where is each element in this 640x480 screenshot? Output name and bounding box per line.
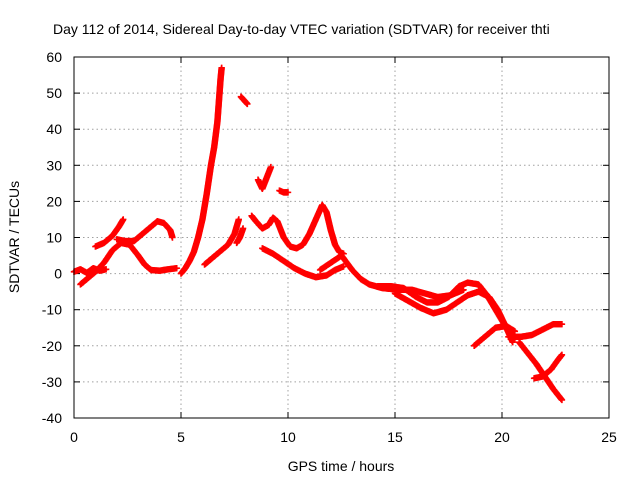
x-tick-label: 25 [601, 429, 617, 445]
series-arc-12 [259, 245, 347, 281]
x-tick-label: 5 [177, 429, 185, 445]
series-arc-16 [470, 322, 519, 349]
x-tick-label: 15 [387, 429, 403, 445]
y-axis-label: SDTVAR / TECUs [6, 181, 22, 293]
data-layer [70, 64, 566, 404]
y-tick-label: 50 [46, 85, 62, 101]
data-point [511, 328, 519, 335]
y-tick-label: -20 [42, 338, 62, 354]
plot-frame [73, 56, 610, 419]
data-point [120, 216, 127, 223]
data-point [558, 320, 566, 328]
x-tick-label: 10 [280, 429, 296, 445]
series-arc-4 [113, 218, 176, 245]
y-tick-label: 30 [46, 157, 62, 173]
series-arc-10 [254, 163, 275, 192]
series-arc-8 [237, 93, 251, 108]
series-arc-7 [233, 225, 247, 247]
data-point [284, 189, 292, 196]
series-arc-6 [201, 216, 242, 268]
y-tick-label: 60 [46, 49, 62, 65]
y-tick-label: -40 [42, 410, 62, 426]
data-point [244, 100, 251, 108]
data-point [239, 225, 247, 232]
data-point [340, 263, 347, 270]
data-point [102, 266, 110, 273]
data-point [173, 264, 180, 272]
data-point [460, 286, 467, 294]
series-arc-11 [276, 187, 292, 196]
tick-layer: 0 5 10 15 20 25 -40 -30 -20 -10 0 10 20 30 40 50 60 [42, 49, 617, 445]
x-axis-label: GPS time / hours [288, 458, 395, 474]
y-tick-label: -10 [42, 302, 62, 318]
series-arc-3 [92, 216, 127, 250]
data-point [558, 351, 566, 359]
data-point [218, 64, 225, 72]
series-arc-13 [316, 252, 467, 301]
data-point [169, 234, 176, 241]
x-tick-label: 0 [70, 429, 78, 445]
x-tick-label: 20 [494, 429, 510, 445]
series-arc-18 [515, 338, 566, 404]
y-tick-label: -30 [42, 374, 62, 390]
series-arc-17 [505, 320, 566, 340]
y-tick-label: 0 [54, 266, 62, 282]
y-tick-label: 10 [46, 230, 62, 246]
series-arc-5 [177, 64, 225, 277]
series-arc-19 [530, 351, 566, 382]
data-point [267, 163, 275, 171]
data-point [235, 216, 242, 223]
chart-title: Day 112 of 2014, Sidereal Day-to-day VTE… [53, 21, 550, 37]
y-tick-label: 20 [46, 193, 62, 209]
data-point [558, 396, 566, 404]
grid-layer [74, 57, 609, 418]
y-tick-label: 40 [46, 121, 62, 137]
data-point [509, 338, 516, 346]
series-arc-9 [248, 201, 347, 257]
